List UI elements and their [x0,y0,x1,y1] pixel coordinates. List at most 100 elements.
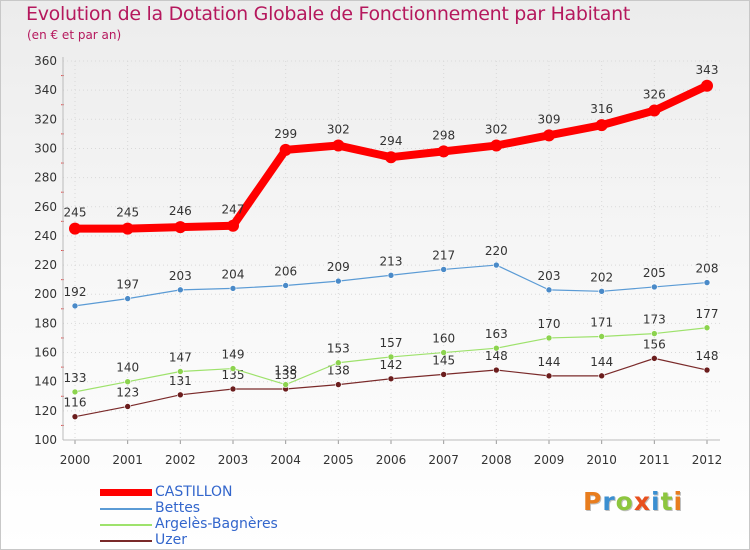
x-tick-label: 2001 [112,453,143,467]
y-tick-label: 320 [34,112,57,126]
data-label-argel-s-bagn-res: 147 [169,350,192,364]
data-point-bettes [493,261,500,269]
x-tick-label: 2009 [534,453,565,467]
data-label-bettes: 192 [64,285,87,299]
data-point-bettes [71,302,79,310]
data-label-argel-s-bagn-res: 138 [274,364,297,378]
data-point-bettes [545,286,553,294]
x-tick-label: 2006 [376,453,407,467]
y-tick-label: 180 [34,316,57,330]
data-label-castillon: 302 [327,123,350,137]
data-label-bettes: 209 [327,260,350,274]
data-label-argel-s-bagn-res: 140 [116,361,139,375]
legend-swatch-bettes [100,508,152,510]
x-tick-label: 2012 [692,453,723,467]
data-point-castillon [332,139,345,152]
logo-letter: r [602,487,616,516]
data-label-castillon: 302 [485,123,508,137]
data-point-argel-s-bagn-res [598,333,605,340]
data-label-castillon: 326 [643,88,666,102]
data-point-castillon [121,222,134,235]
data-point-uzer [703,366,711,374]
data-label-uzer: 138 [327,364,350,378]
data-label-argel-s-bagn-res: 173 [643,313,666,327]
data-label-bettes: 206 [274,264,297,278]
data-point-castillon [701,79,713,92]
data-label-uzer: 142 [380,358,403,372]
data-label-uzer: 135 [222,368,245,382]
data-point-bettes [387,271,395,279]
x-tick-label: 2010 [586,453,617,467]
logo-letter: i [673,487,684,516]
data-label-bettes: 217 [432,248,455,262]
data-label-bettes: 205 [643,266,666,280]
data-label-bettes: 203 [169,269,192,283]
data-label-argel-s-bagn-res: 157 [380,336,403,350]
data-point-bettes [229,285,237,292]
x-tick-label: 2007 [428,453,459,467]
data-label-argel-s-bagn-res: 149 [222,348,245,362]
x-tick-label: 2008 [481,453,512,467]
logo-letter: t [660,487,674,516]
x-tick-label: 2004 [270,453,301,467]
data-point-castillon [69,222,81,235]
data-point-uzer [335,381,342,388]
y-tick-label: 340 [34,83,57,97]
data-point-uzer [229,385,237,393]
legend-swatch-argeles-bagneres [100,524,152,526]
data-point-bettes [335,277,342,285]
data-point-castillon [227,219,239,232]
data-label-castillon: 298 [432,128,455,142]
data-point-argel-s-bagn-res [493,344,500,352]
logo-letter: x [633,487,651,516]
data-label-castillon: 299 [274,127,297,141]
data-point-castillon [648,104,661,117]
data-point-castillon [437,145,450,158]
legend-swatch-castillon [100,489,152,496]
data-point-argel-s-bagn-res [124,378,131,385]
data-label-argel-s-bagn-res: 153 [327,342,350,356]
data-label-uzer: 131 [169,374,192,388]
data-label-uzer: 135 [274,368,297,382]
x-tick-label: 2000 [60,453,91,467]
data-point-uzer [651,355,658,362]
data-point-castillon [543,129,555,142]
data-point-castillon [385,151,397,164]
data-point-argel-s-bagn-res [335,359,342,367]
data-point-argel-s-bagn-res [71,388,79,396]
data-label-argel-s-bagn-res: 177 [696,307,719,321]
logo-letter: P [583,487,603,516]
data-label-bettes: 213 [380,254,403,268]
y-tick-label: 120 [34,404,57,418]
legend-label-uzer: Uzer [155,532,187,548]
data-point-uzer [387,375,395,383]
y-tick-label: 280 [34,171,57,185]
data-point-castillon [279,143,292,156]
y-tick-label: 300 [34,141,57,155]
chart-subtitle: (en € et par an) [27,28,122,42]
data-point-bettes [598,288,605,295]
data-point-uzer [493,366,500,374]
legend-swatch-uzer [100,540,152,542]
x-tick-label: 2011 [639,453,670,467]
data-point-uzer [71,413,79,420]
data-label-bettes: 203 [538,269,561,283]
data-point-castillon [490,139,503,152]
data-label-uzer: 116 [64,396,87,410]
data-point-uzer [598,372,605,380]
data-label-bettes: 202 [590,270,613,284]
legend-label-bettes: Bettes [155,500,201,516]
data-label-castillon: 247 [222,203,245,217]
data-point-castillon [595,119,608,132]
data-label-castillon: 343 [696,63,719,77]
data-label-uzer: 123 [116,385,139,399]
data-point-argel-s-bagn-res [282,381,289,388]
data-point-uzer [177,391,184,399]
data-label-bettes: 197 [116,278,139,292]
data-point-bettes [703,279,711,286]
data-point-uzer [440,371,447,378]
data-point-castillon [174,221,187,234]
data-point-uzer [545,372,553,380]
data-point-bettes [440,266,447,273]
